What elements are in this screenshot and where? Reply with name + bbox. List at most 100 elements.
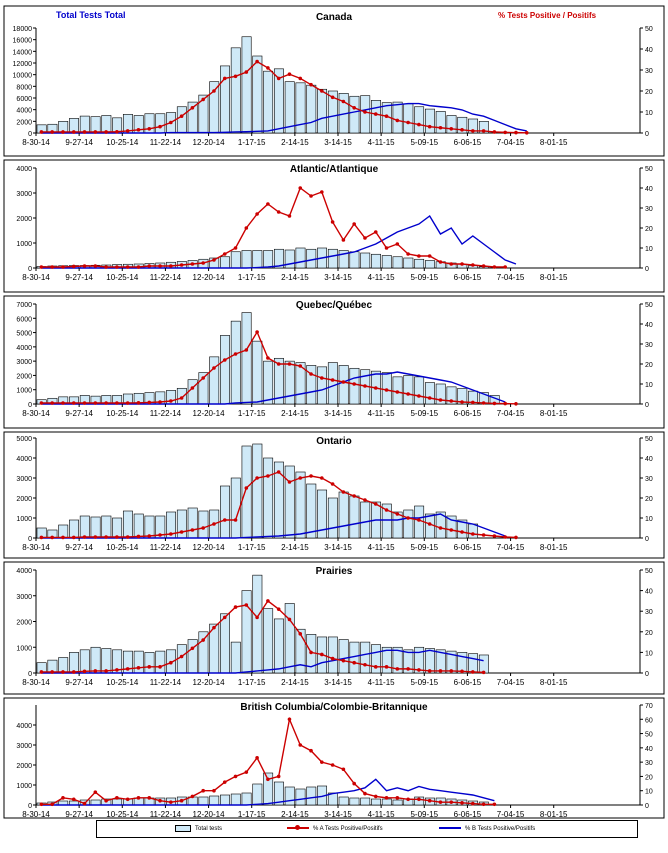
total-tests-bar bbox=[327, 497, 338, 539]
positive-point bbox=[330, 763, 335, 767]
x-tick-label: 8-01-15 bbox=[540, 138, 568, 147]
positive-point bbox=[481, 533, 486, 537]
positive-point bbox=[524, 130, 529, 135]
positive-point bbox=[384, 796, 389, 800]
positive-point bbox=[320, 89, 324, 93]
x-tick-label: 3-14-15 bbox=[324, 138, 352, 147]
positive-point bbox=[179, 798, 184, 803]
total-tests-bar bbox=[360, 641, 371, 674]
positive-point bbox=[406, 516, 410, 520]
positive-point bbox=[179, 396, 184, 400]
right-tick-label: 10 bbox=[645, 382, 653, 389]
positive-point bbox=[309, 748, 313, 753]
positive-point bbox=[104, 798, 108, 803]
left-tick-label: 3000 bbox=[16, 476, 32, 483]
total-tests-bar bbox=[392, 101, 403, 134]
positive-point bbox=[233, 518, 238, 522]
left-tick-label: 16000 bbox=[13, 38, 33, 45]
positive-point bbox=[39, 535, 44, 540]
positive-point bbox=[233, 774, 238, 779]
total-tests-bar bbox=[230, 641, 241, 674]
positive-point bbox=[406, 252, 410, 256]
x-tick-label: 3-14-15 bbox=[324, 810, 352, 819]
positive-point bbox=[147, 264, 152, 268]
positive-point bbox=[93, 130, 98, 134]
total-tests-bar bbox=[252, 55, 263, 134]
total-tests-bar bbox=[468, 118, 479, 134]
positive-point bbox=[190, 646, 195, 651]
right-tick-label: 0 bbox=[645, 402, 649, 409]
right-tick-label: 60 bbox=[645, 717, 653, 724]
positive-point bbox=[352, 106, 356, 110]
x-tick-label: 6-06-15 bbox=[454, 543, 482, 552]
positive-point bbox=[93, 790, 98, 794]
x-tick-label: 9-27-14 bbox=[65, 273, 93, 282]
positive-point bbox=[50, 802, 54, 807]
panel-title: Quebec/Québec bbox=[296, 300, 373, 311]
positive-point bbox=[266, 356, 270, 360]
positive-point bbox=[352, 660, 356, 665]
positive-point bbox=[190, 106, 195, 110]
left-tick-label: 2000 bbox=[16, 496, 32, 503]
positive-point bbox=[104, 401, 108, 405]
positive-point bbox=[276, 362, 281, 366]
positive-point bbox=[514, 402, 518, 406]
positive-point bbox=[492, 401, 497, 406]
positive-point bbox=[169, 399, 173, 403]
right-tick-label: 10 bbox=[645, 246, 653, 253]
x-tick-label: 10-25-14 bbox=[106, 138, 139, 147]
x-tick-label: 8-30-14 bbox=[22, 543, 50, 552]
b-positive-line bbox=[41, 214, 517, 269]
x-tick-label: 8-30-14 bbox=[22, 810, 50, 819]
positive-point bbox=[492, 534, 497, 538]
x-tick-label: 2-14-15 bbox=[281, 810, 309, 819]
x-tick-label: 9-27-14 bbox=[65, 138, 93, 147]
total-tests-bar bbox=[392, 646, 403, 674]
positive-point bbox=[61, 535, 65, 540]
left-tick-label: 3000 bbox=[16, 359, 32, 366]
right-tick-label: 40 bbox=[645, 186, 653, 193]
b-positive-line bbox=[41, 513, 506, 539]
right-tick-label: 0 bbox=[645, 803, 649, 810]
positive-point bbox=[373, 112, 378, 116]
chart-panel-5: Prairies 0 1000 2000 3000 4000 0 10 20 30 40 50 8-30… bbox=[3, 561, 665, 695]
positive-point bbox=[363, 498, 367, 502]
left-tick-label: 0 bbox=[28, 803, 32, 810]
total-tests-bar bbox=[252, 574, 263, 674]
total-tests-bar bbox=[198, 631, 209, 674]
total-tests-bar bbox=[295, 471, 306, 539]
total-tests-bar bbox=[403, 649, 414, 674]
x-tick-label: 10-25-14 bbox=[106, 543, 139, 552]
total-tests-bar bbox=[414, 258, 425, 269]
positive-point bbox=[514, 130, 518, 135]
positive-point bbox=[125, 667, 130, 671]
total-tests-bar bbox=[155, 113, 166, 134]
positive-point bbox=[384, 508, 389, 512]
total-tests-bar bbox=[435, 649, 446, 674]
positive-point bbox=[287, 480, 292, 484]
total-tests-bar bbox=[414, 646, 425, 674]
positive-point bbox=[147, 127, 152, 131]
positive-point bbox=[395, 796, 400, 800]
positive-point bbox=[276, 210, 281, 214]
positive-point bbox=[50, 535, 54, 540]
positive-point bbox=[82, 801, 87, 806]
x-tick-label: 6-06-15 bbox=[454, 138, 482, 147]
right-tick-label: 10 bbox=[645, 789, 653, 796]
total-tests-bar bbox=[273, 461, 284, 539]
positive-point bbox=[373, 794, 378, 799]
positive-point bbox=[233, 246, 238, 250]
positive-point bbox=[266, 777, 270, 782]
positive-point bbox=[222, 615, 227, 620]
total-tests-bar bbox=[273, 248, 284, 269]
positive-point bbox=[233, 352, 238, 356]
x-tick-label: 12-20-14 bbox=[193, 138, 226, 147]
left-tick-label: 0 bbox=[28, 671, 32, 678]
positive-point bbox=[71, 130, 76, 134]
total-tests-bar bbox=[144, 652, 155, 674]
positive-point bbox=[373, 665, 378, 669]
x-tick-label: 4-11-15 bbox=[368, 678, 396, 687]
x-tick-label: 5-09-15 bbox=[410, 409, 438, 418]
positive-point bbox=[222, 358, 227, 362]
positive-point bbox=[82, 669, 87, 674]
